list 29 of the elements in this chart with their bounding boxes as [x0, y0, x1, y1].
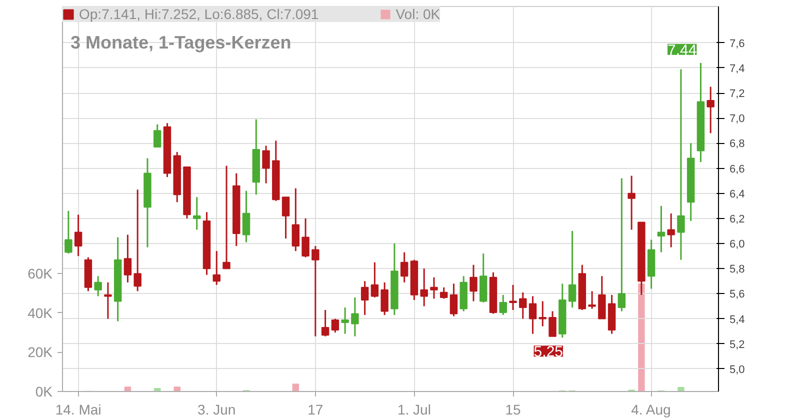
y-tick-label: 6,6 [730, 163, 745, 176]
y-tick-label: 6,0 [730, 238, 745, 251]
x-tick-label: 1. Jul [397, 402, 431, 418]
y2-tick-label: 60K [28, 266, 54, 282]
y-tick-label: 6,4 [730, 188, 745, 200]
y2-tick-label: 0K [35, 384, 54, 400]
y-tick-label: 5,8 [730, 264, 745, 276]
y-tick-label: 7,0 [730, 113, 745, 126]
y-tick-label: 7,4 [730, 62, 745, 75]
y-tick-label: 6,8 [730, 138, 745, 150]
y-tick-label: 5,0 [730, 364, 745, 376]
x-tick-label: 15 [505, 402, 522, 418]
y-tick-label: 5,6 [730, 288, 745, 301]
x-tick-label: 3. Jun [198, 402, 236, 418]
y-tick-label: 7,6 [730, 38, 745, 50]
y-tick-label: 5,2 [730, 338, 745, 351]
y-tick-label: 7,2 [730, 88, 745, 100]
legend-label: Op:7.141, Hi:7.252, Lo:6.885, Cl:7.091 [79, 6, 319, 22]
x-tick-label: 14. Mai [55, 402, 102, 418]
y-tick-label: 6,2 [730, 213, 745, 226]
annotation: 7,44 [668, 42, 697, 59]
annotation: 5,25 [534, 344, 564, 361]
x-tick-label: 4. Aug [631, 402, 671, 418]
legend-label: Vol: 0K [396, 6, 440, 22]
x-tick-label: 17 [308, 402, 324, 418]
y2-tick-label: 20K [28, 344, 54, 360]
y-tick-label: 5,4 [730, 314, 745, 326]
y2-tick-label: 40K [28, 304, 54, 321]
text: 3 Monate, 1-Tages-Kerzen [70, 32, 292, 52]
